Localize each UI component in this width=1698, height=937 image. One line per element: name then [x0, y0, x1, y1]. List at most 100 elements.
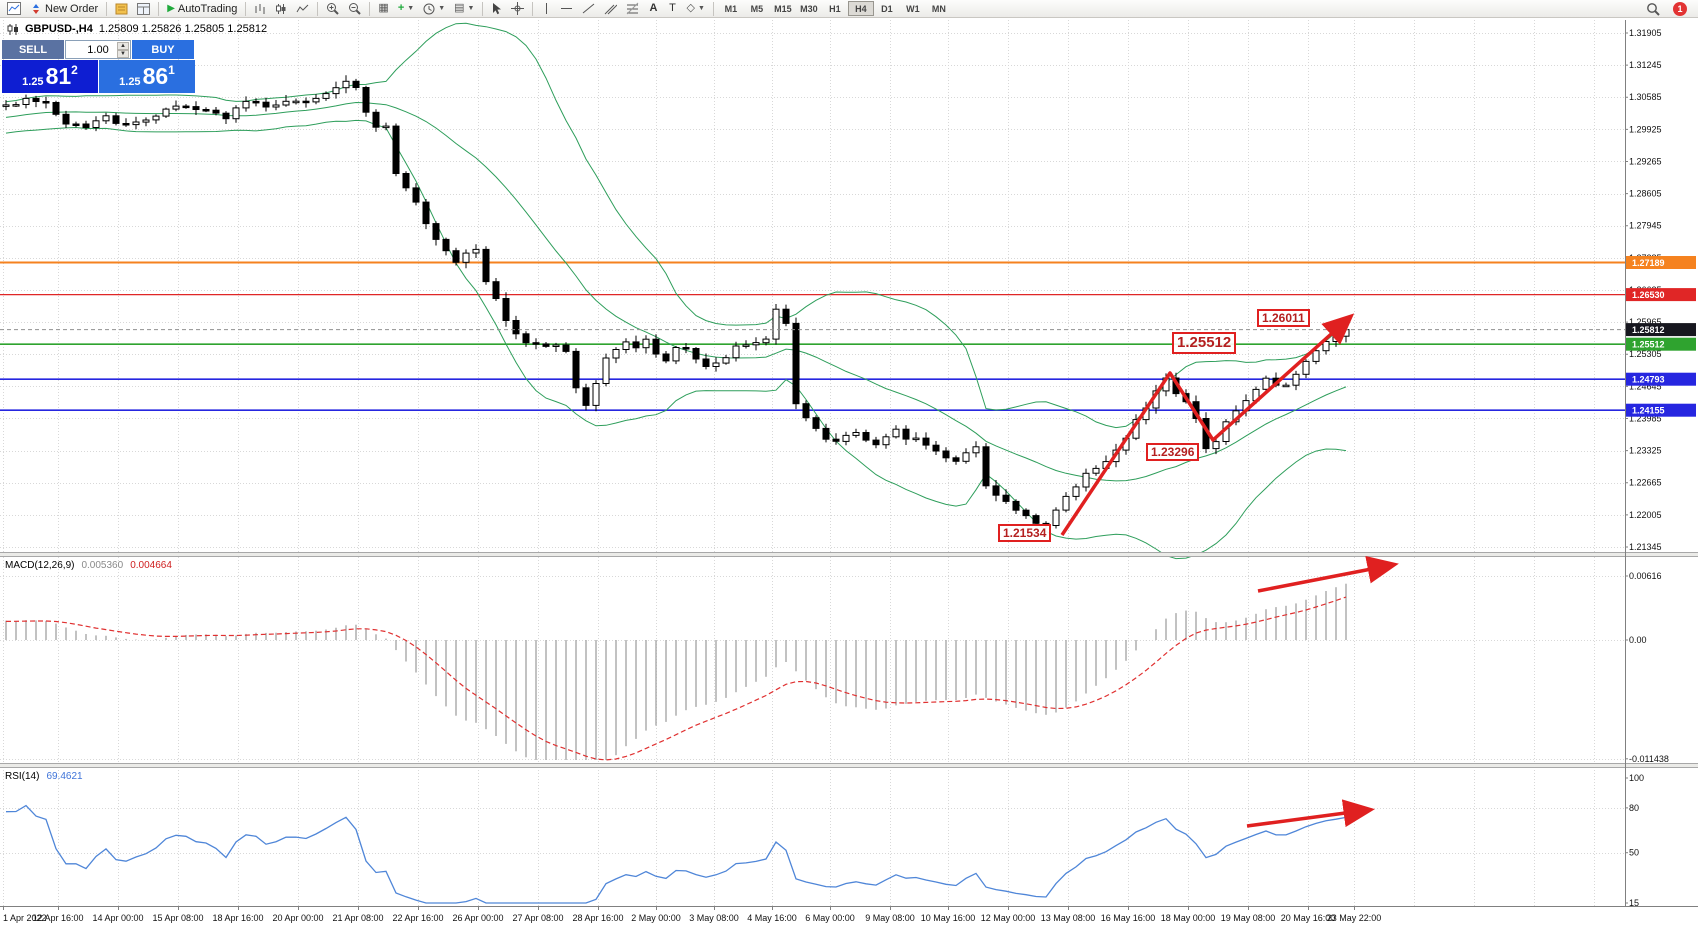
chart-background [0, 18, 1698, 937]
data-window-button[interactable] [133, 1, 154, 17]
macd-main-value: 0.005360 [81, 560, 124, 571]
zoom-in-button[interactable] [322, 1, 343, 17]
macd-indicator-label: MACD(12,26,9) 0.005360 0.004664 [5, 560, 172, 571]
volume-down-button[interactable]: ▼ [117, 49, 129, 58]
equidistant-channel-button[interactable] [600, 1, 621, 17]
svg-text:0.00: 0.00 [1629, 635, 1647, 645]
line-chart-button[interactable] [292, 1, 313, 17]
volume-field[interactable]: 1.00 ▲ ▼ [65, 40, 131, 59]
new-order-button[interactable]: New Order [26, 1, 102, 17]
svg-text:100: 100 [1629, 773, 1644, 783]
toolbar-separator [712, 1, 714, 16]
text-button[interactable]: A [644, 1, 662, 17]
mini-chart-icon [7, 2, 21, 15]
bar-chart-button[interactable] [250, 1, 270, 17]
svg-text:1.21345: 1.21345 [1629, 542, 1662, 552]
line-chart-icon [296, 4, 309, 12]
timeframe-m5-button[interactable]: M5 [744, 1, 770, 16]
sell-button[interactable]: SELL [2, 40, 64, 59]
zoom-out-icon [349, 3, 362, 15]
svg-text:16 May 16:00: 16 May 16:00 [1101, 913, 1156, 923]
tile-windows-icon: ▦ [378, 2, 389, 14]
svg-text:14 Apr 00:00: 14 Apr 00:00 [92, 913, 143, 923]
svg-text:10 May 16:00: 10 May 16:00 [921, 913, 976, 923]
svg-text:12 May 00:00: 12 May 00:00 [981, 913, 1036, 923]
templates-button[interactable]: ▤ ▼ [450, 1, 478, 17]
timeframe-h1-button[interactable]: H1 [822, 1, 848, 16]
price-callout[interactable]: 1.26011 [1257, 309, 1310, 328]
book-icon [115, 3, 128, 14]
label-icon: T [669, 2, 676, 14]
timeframe-m30-button[interactable]: M30 [796, 1, 822, 16]
trend-arrow-macd[interactable] [1257, 555, 1399, 593]
svg-text:1.31905: 1.31905 [1629, 28, 1662, 38]
indicators-button[interactable]: + ▼ [394, 1, 418, 17]
price-axis-badges: 1.27189 1.26530 1.25512 1.24793 1.24155 1.258… [1626, 256, 1696, 417]
timeframe-h4-button[interactable]: H4 [847, 1, 874, 16]
svg-text:19 May 08:00: 19 May 08:00 [1221, 913, 1276, 923]
svg-text:1.29925: 1.29925 [1629, 124, 1662, 134]
toolbar-separator [532, 1, 534, 16]
timeframe-m15-button[interactable]: M15 [770, 1, 796, 16]
price-callout[interactable]: 1.23296 [1146, 443, 1200, 462]
sell-price[interactable]: 1.25 81 2 [2, 60, 98, 93]
vertical-line-icon [545, 3, 547, 14]
svg-text:22 Apr 16:00: 22 Apr 16:00 [392, 913, 443, 923]
text-label-button[interactable]: T [663, 1, 681, 17]
price-callout[interactable]: 1.21534 [998, 524, 1052, 543]
one-click-trading-panel: SELL 1.00 ▲ ▼ BUY 1.25 81 2 1.25 86 1 [2, 40, 196, 93]
cursor-button[interactable] [487, 1, 506, 17]
timeframe-m1-button[interactable]: M1 [718, 1, 744, 16]
fibonacci-button[interactable] [622, 1, 643, 17]
autotrading-button[interactable]: ▶ AutoTrading [163, 1, 241, 17]
trendline-button[interactable] [578, 1, 599, 17]
buy-button[interactable]: BUY [132, 40, 194, 59]
history-center-button[interactable] [111, 1, 132, 17]
svg-text:20 Apr 00:00: 20 Apr 00:00 [272, 913, 323, 923]
svg-text:18 May 00:00: 18 May 00:00 [1161, 913, 1216, 923]
trend-arrow-rsi[interactable] [1246, 799, 1375, 828]
periods-button[interactable]: ▼ [419, 1, 449, 17]
candlestick-chart-button[interactable] [271, 1, 291, 17]
chart-window-button[interactable] [3, 1, 25, 17]
arrows-objects-button[interactable]: ◇ ▼ [682, 1, 708, 17]
vertical-line-button[interactable] [537, 1, 555, 17]
svg-text:1.24645: 1.24645 [1629, 381, 1662, 391]
svg-text:1.22005: 1.22005 [1629, 510, 1662, 520]
svg-text:12 Apr 16:00: 12 Apr 16:00 [32, 913, 83, 923]
price-callout[interactable]: 1.25512 [1172, 332, 1237, 354]
macd-signal-value: 0.004664 [130, 560, 172, 571]
timeframe-w1-button[interactable]: W1 [900, 1, 926, 16]
chart-symbol-title: GBPUSD-,H4 [25, 23, 93, 35]
crosshair-button[interactable] [507, 1, 528, 17]
svg-text:28 Apr 16:00: 28 Apr 16:00 [572, 913, 623, 923]
notification-badge[interactable]: 1 [1673, 1, 1687, 16]
price-axis[interactable]: 1.31905 1.31245 1.30585 1.29925 1.29265 1.286… [1625, 28, 1669, 908]
horizontal-line-button[interactable] [556, 1, 577, 17]
pane-separator[interactable] [0, 763, 1698, 768]
tile-windows-button[interactable]: ▦ [374, 1, 392, 17]
svg-text:1.23985: 1.23985 [1629, 413, 1662, 423]
buy-price[interactable]: 1.25 86 1 [99, 60, 195, 93]
bar-chart-icon [255, 3, 265, 14]
rsi-indicator-label: RSI(14) 69.4621 [5, 771, 83, 782]
macd-name: MACD(12,26,9) [5, 560, 75, 571]
horizontal-level-lines[interactable] [0, 261, 1625, 412]
svg-text:1.22665: 1.22665 [1629, 478, 1662, 488]
zoom-out-button[interactable] [344, 1, 365, 17]
buy-price-pips: 86 [142, 63, 169, 89]
timeframe-mn-button[interactable]: MN [926, 1, 952, 16]
pane-separator[interactable] [0, 552, 1698, 557]
svg-text:1.24793: 1.24793 [1632, 375, 1665, 385]
search-button[interactable] [1642, 1, 1664, 17]
data-window-icon [137, 2, 151, 15]
rsi-value: 69.4621 [46, 771, 83, 782]
trend-arrow-main[interactable] [1060, 313, 1355, 536]
volume-up-button[interactable]: ▲ [117, 41, 129, 50]
toolbar-separator [482, 1, 484, 16]
svg-text:18 Apr 16:00: 18 Apr 16:00 [212, 913, 263, 923]
timeframe-d1-button[interactable]: D1 [874, 1, 900, 16]
